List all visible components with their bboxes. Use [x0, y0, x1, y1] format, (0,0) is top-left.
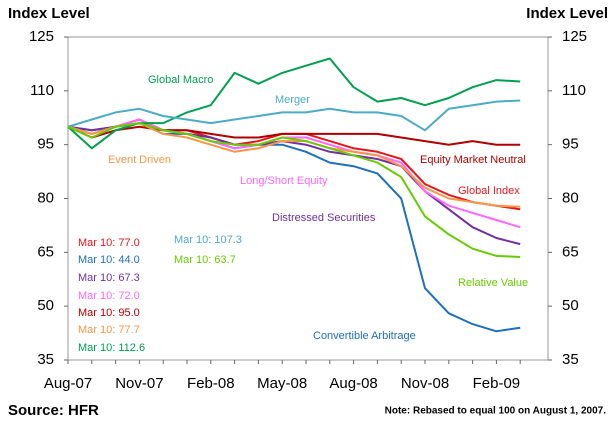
y2-axis-title: Index Level [526, 5, 608, 22]
series-label: Relative Value [458, 277, 528, 289]
y2-tick-label: 65 [562, 243, 579, 260]
x-tick-label: Aug-08 [329, 375, 377, 392]
y2-tick-label: 35 [562, 351, 579, 368]
series-line [67, 99, 521, 132]
x-tick-label: Aug-07 [44, 375, 92, 392]
y2-tick-label: 110 [562, 82, 586, 99]
y-tick-label: 95 [37, 136, 54, 153]
x-tick-label: May-08 [257, 375, 307, 392]
note: Note: Rebased to equal 100 on August 1, … [385, 406, 607, 417]
x-tick-label: Feb-08 [187, 375, 235, 392]
y-axis-title: Index Level [8, 5, 90, 22]
value-label: Mar 10: 112.6 [78, 342, 145, 354]
value-label: Mar 10: 107.3 [174, 234, 242, 246]
y2-tick-label: 95 [562, 136, 579, 153]
x-tick-label: Nov-08 [401, 375, 449, 392]
x-tick-label: Feb-09 [473, 375, 521, 392]
series-label: Equity Market Neutral [420, 154, 526, 166]
series-label: Global Macro [148, 74, 213, 86]
y2-tick-label: 125 [562, 28, 587, 45]
y-tick-label: 35 [37, 351, 54, 368]
series-line [67, 118, 521, 229]
y2-tick-label: 80 [562, 189, 579, 206]
value-label: Mar 10: 44.0 [78, 254, 140, 266]
value-label: Mar 10: 95.0 [78, 307, 140, 319]
x-tick-label: Nov-07 [115, 375, 163, 392]
series-label: Global Index [458, 185, 520, 197]
value-label: Mar 10: 63.7 [174, 254, 236, 266]
value-label: Mar 10: 77.0 [78, 237, 140, 249]
series-label: Event Driven [108, 154, 171, 166]
series-label: Long/Short Equity [240, 175, 328, 187]
value-label: Mar 10: 77.7 [78, 324, 140, 336]
series-line [67, 57, 521, 150]
series-line [67, 125, 521, 146]
y-tick-label: 65 [37, 243, 54, 260]
y-tick-label: 110 [30, 82, 54, 99]
source: Source: HFR [8, 402, 99, 419]
y2-tick-label: 50 [562, 297, 579, 314]
series-label: Convertible Arbitrage [313, 330, 416, 342]
value-label: Mar 10: 72.0 [78, 290, 140, 302]
series-label: Distressed Securities [272, 212, 376, 224]
y-tick-label: 50 [37, 297, 54, 314]
y-tick-label: 125 [29, 28, 54, 45]
series-line [67, 122, 521, 258]
series-label: Merger [275, 94, 310, 106]
value-label: Mar 10: 67.3 [78, 272, 140, 284]
y-tick-label: 80 [37, 189, 54, 206]
